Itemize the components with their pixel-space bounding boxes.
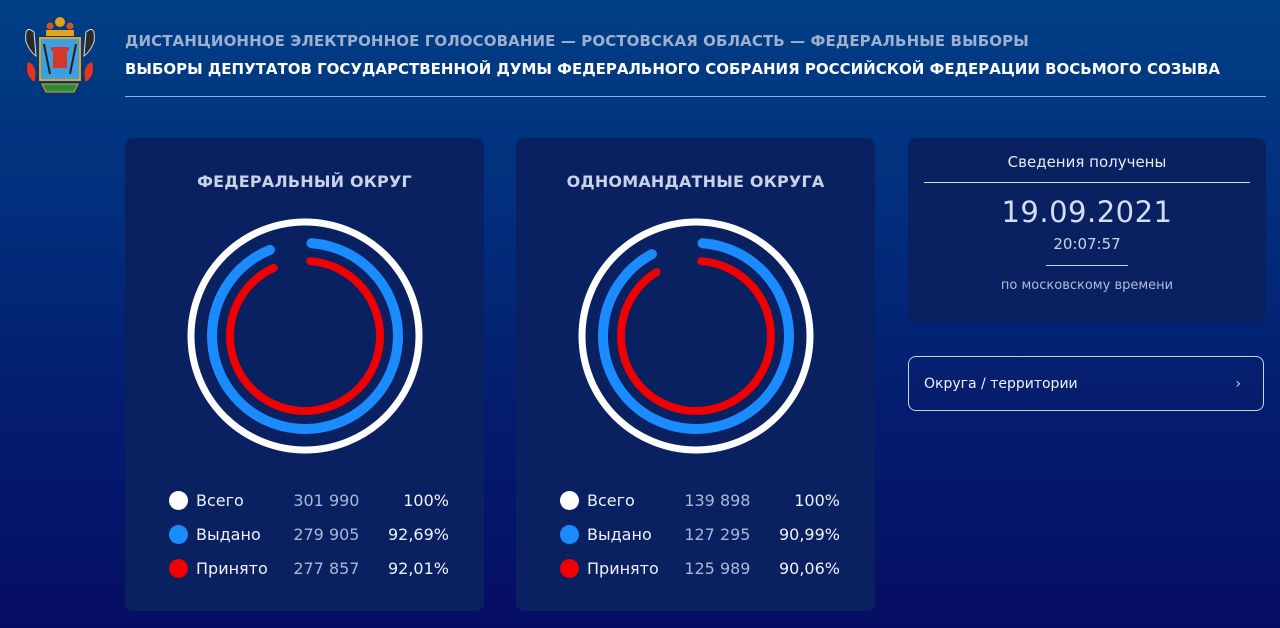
coat-of-arms-logo bbox=[25, 17, 95, 93]
legend: Всего 301 990 100% Выдано 279 905 92,69%… bbox=[169, 483, 449, 585]
red-dot-icon bbox=[169, 558, 188, 578]
legend-label: Принято bbox=[196, 558, 268, 578]
districts-territories-button[interactable]: Округа / территории › bbox=[908, 356, 1264, 411]
legend-label: Всего bbox=[587, 490, 635, 510]
legend-percent: 90,06% bbox=[778, 558, 840, 578]
white-dot-icon bbox=[560, 490, 579, 510]
legend-row-total: Всего 139 898 100% bbox=[560, 483, 840, 517]
legend-label: Всего bbox=[196, 490, 244, 510]
legend-row-total: Всего 301 990 100% bbox=[169, 483, 449, 517]
blue-dot-icon bbox=[169, 524, 188, 544]
legend-label: Принято bbox=[587, 558, 659, 578]
data-received-panel: Сведения получены 19.09.2021 20:07:57 по… bbox=[908, 138, 1266, 323]
red-dot-icon bbox=[560, 558, 579, 578]
info-time: 20:07:57 bbox=[1053, 235, 1121, 253]
timezone-note: по московскому времени bbox=[1000, 278, 1174, 293]
legend-percent: 92,01% bbox=[387, 558, 449, 578]
header-divider bbox=[125, 96, 1266, 97]
accepted-ring bbox=[617, 257, 775, 415]
legend-value: 279 905 bbox=[293, 524, 360, 544]
info-divider bbox=[924, 182, 1250, 183]
coat-of-arms-icon bbox=[25, 17, 95, 93]
legend-value: 301 990 bbox=[293, 490, 360, 510]
info-caption: Сведения получены bbox=[1007, 153, 1167, 171]
legend-label: Выдано bbox=[196, 524, 261, 544]
total-ring bbox=[187, 218, 423, 454]
legend-label: Выдано bbox=[587, 524, 652, 544]
chevron-right-icon: › bbox=[1235, 375, 1241, 392]
turnout-ring-chart bbox=[578, 218, 814, 454]
info-date: 19.09.2021 bbox=[1001, 195, 1173, 229]
legend-percent: 100% bbox=[794, 490, 840, 510]
legend-row-accepted: Принято 277 857 92,01% bbox=[169, 551, 449, 585]
federal-district-panel: ФЕДЕРАЛЬНЫЙ ОКРУГ Всего 301 990 100% Выд… bbox=[125, 138, 484, 611]
legend-value: 139 898 bbox=[684, 490, 751, 510]
total-ring bbox=[578, 218, 814, 454]
single-mandate-districts-panel: ОДНОМАНДАТНЫЕ ОКРУГА Всего 139 898 100% … bbox=[516, 138, 875, 611]
legend-value: 277 857 bbox=[293, 558, 360, 578]
legend-percent: 92,69% bbox=[387, 524, 449, 544]
panel-title: ОДНОМАНДАТНЫЕ ОКРУГА bbox=[566, 172, 825, 191]
legend-row-issued: Выдано 279 905 92,69% bbox=[169, 517, 449, 551]
legend-row-accepted: Принято 125 989 90,06% bbox=[560, 551, 840, 585]
legend-row-issued: Выдано 127 295 90,99% bbox=[560, 517, 840, 551]
districts-button-label: Округа / территории bbox=[924, 375, 1078, 392]
page-title: ВЫБОРЫ ДЕПУТАТОВ ГОСУДАРСТВЕННОЙ ДУМЫ ФЕ… bbox=[125, 60, 1220, 78]
turnout-ring-chart bbox=[187, 218, 423, 454]
legend-value: 127 295 bbox=[684, 524, 751, 544]
legend: Всего 139 898 100% Выдано 127 295 90,99%… bbox=[560, 483, 840, 585]
panel-title: ФЕДЕРАЛЬНЫЙ ОКРУГ bbox=[197, 172, 412, 191]
blue-dot-icon bbox=[560, 524, 579, 544]
legend-percent: 100% bbox=[403, 490, 449, 510]
info-short-divider bbox=[1046, 265, 1128, 266]
accepted-ring bbox=[226, 257, 384, 415]
issued-ring bbox=[207, 238, 403, 434]
page-header: ДИСТАНЦИОННОЕ ЭЛЕКТРОННОЕ ГОЛОСОВАНИЕ — … bbox=[125, 30, 1266, 97]
issued-ring bbox=[598, 238, 794, 434]
legend-percent: 90,99% bbox=[778, 524, 840, 544]
page-subtitle: ДИСТАНЦИОННОЕ ЭЛЕКТРОННОЕ ГОЛОСОВАНИЕ — … bbox=[125, 32, 1029, 50]
white-dot-icon bbox=[169, 490, 188, 510]
legend-value: 125 989 bbox=[684, 558, 751, 578]
